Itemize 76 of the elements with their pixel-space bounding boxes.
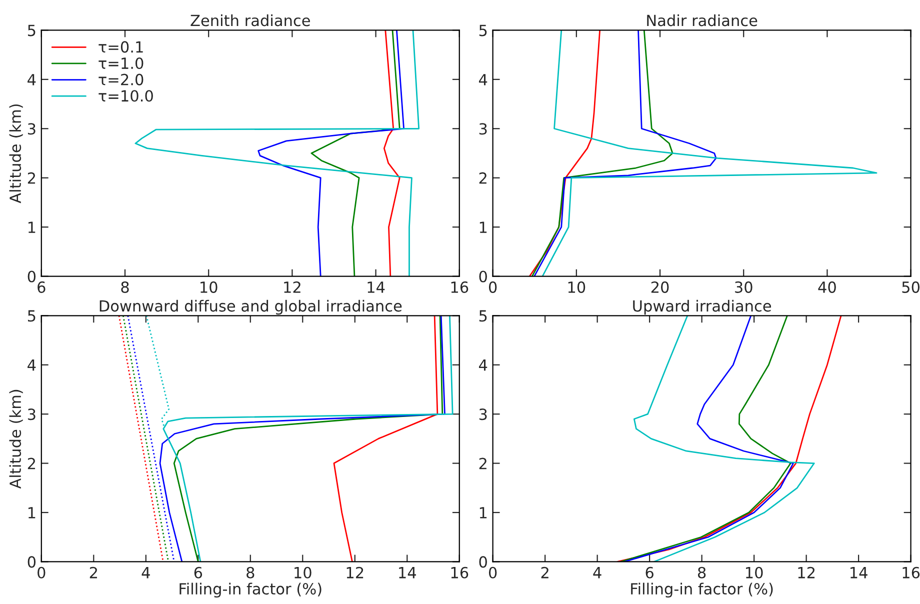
y-tick-label: 0 [28,556,36,568]
line-series [383,30,400,276]
y-axis-title: Altitude (km) [9,390,23,489]
x-tick-label: 0 [488,281,497,293]
legend-label: τ=10.0 [98,90,153,102]
line-series [310,30,400,276]
y-tick-label: 4 [478,360,488,371]
line-series [542,30,878,276]
line-series [333,316,438,562]
y-tick-label: 1 [28,507,36,518]
y-tick-label: 4 [28,74,36,86]
x-tick-label: 10 [568,281,586,293]
line-series [258,30,404,276]
chart-title: Upward irradiance [633,300,771,315]
x-tick-label: 8 [246,566,254,578]
x-axis-title: Filling-in factor (%) [180,582,322,598]
x-tick-label: 40 [818,281,836,293]
legend-label: τ=0.1 [98,41,143,53]
line-series [633,316,815,562]
y-tick-label: 2 [28,458,36,470]
chart-title: Downward diffuse and global irradiance [100,300,402,315]
x-tick-label: 4 [142,567,150,578]
x-tick-label: 30 [735,281,752,293]
line-series [616,316,842,562]
x-tick-label: 2 [90,566,97,578]
y-tick-label: 0 [479,270,487,282]
y-tick-label: 3 [28,408,36,420]
y-tick-label: 1 [480,222,487,233]
y-tick-label: 0 [479,556,487,568]
x-tick-label: 10 [746,566,763,578]
x-tick-label: 10 [294,566,312,578]
x-tick-label: 6 [194,566,202,578]
x-tick-label: 6 [38,281,46,293]
x-tick-label: 12 [284,281,300,293]
legend-label: τ=2.0 [98,74,144,86]
y-tick-label: 3 [479,123,487,135]
y-tick-label: 2 [28,172,36,184]
x-tick-label: 4 [593,567,602,578]
y-tick-label: 0 [28,270,36,282]
chart-title: Zenith radiance [190,14,310,26]
y-tick-label: 3 [479,408,487,420]
x-tick-label: 2 [541,566,548,578]
x-tick-label: 0 [488,566,497,578]
chart-title: Nadir radiance [647,14,758,26]
x-tick-label: 12 [346,566,364,578]
y-tick-label: 4 [28,360,36,371]
y-tick-label: 4 [478,74,488,86]
x-tick-label: 14 [850,567,868,578]
y-tick-label: 5 [28,310,36,322]
x-tick-label: 14 [368,282,385,293]
line-series [528,30,601,276]
y-tick-label: 5 [28,24,36,36]
y-axis-title: Altitude (km) [9,104,23,204]
x-tick-label: 50 [902,281,920,293]
y-tick-label: 1 [28,222,36,233]
x-tick-label: 16 [451,281,468,293]
y-tick-label: 1 [480,507,487,518]
x-tick-label: 0 [38,566,46,578]
x-tick-label: 8 [121,281,129,293]
x-tick-label: 14 [399,567,416,578]
x-tick-label: 12 [798,566,814,578]
x-tick-label: 6 [646,566,654,578]
line-series [531,30,674,276]
legend-label: τ=1.0 [98,57,144,70]
y-tick-label: 3 [28,123,36,135]
x-tick-label: 16 [451,566,468,578]
y-tick-label: 5 [479,310,487,322]
x-tick-label: 16 [902,566,920,578]
x-axis-title: Filling-in factor (%) [631,582,773,598]
y-tick-label: 2 [479,172,486,184]
line-series [534,30,717,276]
x-tick-label: 10 [200,281,218,293]
y-tick-label: 5 [479,24,487,36]
x-tick-label: 20 [651,281,669,293]
x-tick-label: 8 [698,566,706,578]
y-tick-label: 2 [479,458,486,470]
